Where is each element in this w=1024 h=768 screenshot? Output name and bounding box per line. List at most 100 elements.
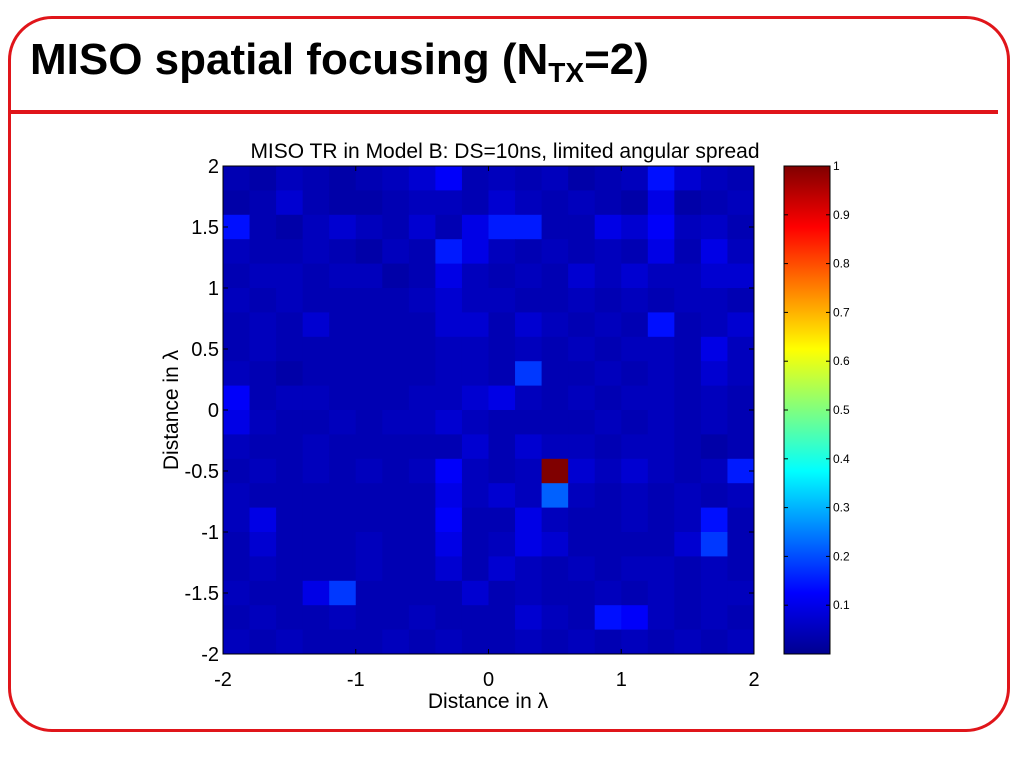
- heatmap-cell: [435, 385, 463, 411]
- heatmap-cell: [329, 410, 357, 435]
- heatmap-cell: [674, 434, 702, 460]
- heatmap-cell: [488, 410, 516, 435]
- heatmap-cell: [488, 361, 516, 387]
- heatmap-cell: [621, 214, 649, 240]
- heatmap-cell: [568, 166, 596, 191]
- heatmap-cell: [488, 190, 516, 216]
- heatmap-cell: [515, 190, 543, 216]
- heatmap-cell: [461, 507, 489, 533]
- heatmap-cell: [541, 263, 569, 289]
- heatmap-cell: [461, 556, 489, 582]
- heatmap-cell: [568, 214, 596, 240]
- heatmap-cell: [700, 263, 728, 289]
- heatmap-cell: [674, 458, 702, 484]
- heatmap-cell: [674, 263, 702, 289]
- heatmap-cell: [223, 434, 251, 460]
- heatmap-cell: [276, 190, 304, 216]
- heatmap-cell: [541, 166, 569, 191]
- heatmap-cell: [674, 336, 702, 362]
- heatmap-cell: [302, 410, 330, 435]
- heatmap-cell: [700, 556, 728, 582]
- heatmap-cell: [541, 434, 569, 460]
- heatmap-cell: [568, 239, 596, 265]
- heatmap-cell: [727, 410, 755, 435]
- heatmap-cell: [249, 361, 277, 387]
- heatmap-cell: [594, 214, 622, 240]
- heatmap-cell: [329, 312, 357, 338]
- heatmap-cell: [249, 385, 277, 411]
- heatmap-cell: [621, 629, 649, 655]
- heatmap-cell: [276, 385, 304, 411]
- heatmap-cell: [435, 556, 463, 582]
- heatmap-cell: [647, 336, 675, 362]
- heatmap-cell: [674, 385, 702, 411]
- heatmap-cell: [647, 166, 675, 191]
- y-axis-label: Distance in λ: [160, 349, 183, 470]
- heatmap-cell: [647, 190, 675, 216]
- heatmap-cell: [408, 361, 436, 387]
- heatmap-cell: [355, 556, 383, 582]
- heatmap-cell: [355, 483, 383, 509]
- heatmap-cell: [249, 556, 277, 582]
- heatmap-cell: [461, 629, 489, 655]
- heatmap-cell: [674, 556, 702, 582]
- heatmap-cell: [435, 434, 463, 460]
- heatmap-cell: [488, 507, 516, 533]
- heatmap-cell: [302, 312, 330, 338]
- heatmap-cell: [382, 385, 410, 411]
- heatmap-cell: [408, 336, 436, 362]
- heatmap-cell: [568, 361, 596, 387]
- colorbar-tick-label: 0.6: [833, 354, 850, 368]
- heatmap-cell: [541, 483, 569, 509]
- heatmap-cell: [488, 532, 516, 557]
- heatmap-cell: [435, 532, 463, 557]
- heatmap-cell: [674, 410, 702, 435]
- heatmap-cell: [515, 580, 543, 606]
- heatmap-cell: [329, 361, 357, 387]
- heatmap-cell: [408, 629, 436, 655]
- heatmap-cell: [541, 532, 569, 557]
- heatmap-cell: [435, 629, 463, 655]
- colorbar-tick-label: 0.2: [833, 549, 850, 563]
- heatmap-cell: [568, 385, 596, 411]
- heatmap-cell: [568, 483, 596, 509]
- heatmap-cell: [594, 458, 622, 484]
- heatmap-cell: [568, 532, 596, 557]
- heatmap-cell: [276, 336, 304, 362]
- heatmap-cell: [700, 434, 728, 460]
- heatmap-cell: [249, 434, 277, 460]
- heatmap-cell: [461, 166, 489, 191]
- heatmap-cell: [355, 214, 383, 240]
- heatmap-cell: [382, 483, 410, 509]
- heatmap-cell: [329, 166, 357, 191]
- heatmap-cell: [382, 507, 410, 533]
- x-tick-label: 2: [748, 669, 759, 691]
- heatmap-cell: [276, 312, 304, 338]
- heatmap-cell: [621, 434, 649, 460]
- heatmap-cell: [488, 580, 516, 606]
- heatmap-cell: [435, 263, 463, 289]
- colorbar-ticks: 1 0.9 0.8 0.7 0.6 0.5 0.4 0.3 0.2 0.1: [784, 159, 850, 612]
- heatmap-cell: [461, 483, 489, 509]
- heatmap-cell: [382, 532, 410, 557]
- heatmap-cell: [276, 263, 304, 289]
- heatmap-cell: [302, 239, 330, 265]
- heatmap-cell: [727, 288, 755, 313]
- heatmap-cell: [594, 385, 622, 411]
- heatmap-cell: [223, 532, 251, 557]
- heatmap-cell: [674, 483, 702, 509]
- heatmap-cell: [355, 458, 383, 484]
- heatmap-cell: [249, 166, 277, 191]
- heatmap-cell: [355, 263, 383, 289]
- heatmap-cell: [302, 605, 330, 631]
- heatmap-cell: [329, 239, 357, 265]
- heatmap-cell: [647, 629, 675, 655]
- heatmap-cell: [382, 434, 410, 460]
- colorbar-tick-label: 0.4: [833, 452, 850, 466]
- heatmap-cell: [276, 605, 304, 631]
- heatmap-cell: [302, 336, 330, 362]
- heatmap-cell: [568, 263, 596, 289]
- heatmap-cell: [249, 239, 277, 265]
- heatmap-cell: [727, 312, 755, 338]
- heatmap-cell: [223, 385, 251, 411]
